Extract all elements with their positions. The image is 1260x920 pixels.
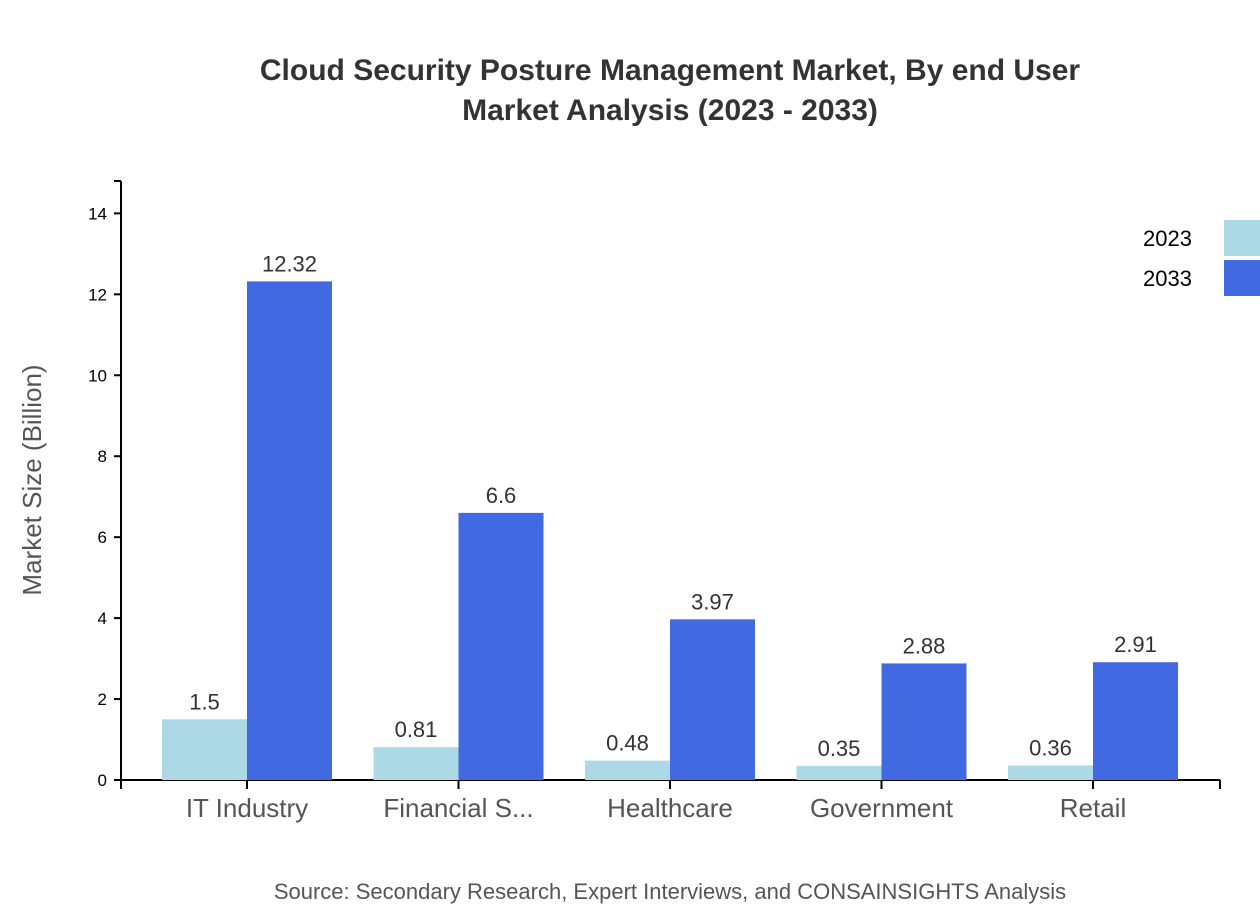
chart-title-line-1: Cloud Security Posture Management Market… — [260, 54, 1081, 87]
y-tick-label: 0 — [98, 771, 107, 790]
x-tick-label: Government — [810, 793, 954, 823]
bar-2023[interactable] — [373, 747, 459, 780]
bar-2033[interactable] — [247, 281, 332, 780]
source-note: Source: Secondary Research, Expert Inter… — [274, 879, 1066, 904]
y-tick-label: 8 — [98, 447, 107, 466]
bar-2033[interactable] — [670, 619, 755, 780]
y-axis-label: Market Size (Billion) — [17, 364, 47, 595]
x-tick-label: Retail — [1060, 793, 1126, 823]
data-label: 6.6 — [486, 483, 517, 508]
data-label: 2.91 — [1114, 632, 1157, 657]
data-label: 0.35 — [818, 736, 861, 761]
data-label: 0.48 — [606, 731, 649, 756]
y-tick-label: 2 — [98, 690, 107, 709]
y-tick-label: 10 — [88, 366, 107, 385]
legend-label: 2033 — [1143, 266, 1192, 291]
data-label: 12.32 — [262, 251, 317, 276]
data-label: 0.36 — [1029, 735, 1072, 760]
x-tick-label: Healthcare — [607, 793, 733, 823]
data-label: 3.97 — [691, 589, 734, 614]
bar-2033[interactable] — [458, 512, 544, 780]
x-tick-label: Financial S... — [383, 793, 533, 823]
y-tick-label: 6 — [98, 528, 107, 547]
bar-2023[interactable] — [796, 765, 882, 780]
y-tick-label: 14 — [88, 204, 107, 223]
data-label: 2.88 — [903, 633, 946, 658]
legend-swatch-2023 — [1224, 220, 1260, 256]
x-tick-label: IT Industry — [186, 793, 308, 823]
chart-title-line-2: Market Analysis (2023 - 2033) — [462, 94, 878, 127]
legend-swatch-2033 — [1224, 260, 1260, 296]
y-tick-label: 4 — [98, 609, 107, 628]
bar-2023[interactable] — [585, 760, 670, 780]
bar-2023[interactable] — [162, 719, 247, 780]
legend-label: 2023 — [1143, 226, 1192, 251]
bar-2023[interactable] — [1008, 765, 1093, 780]
bar-2033[interactable] — [881, 663, 967, 780]
y-tick-label: 12 — [88, 285, 107, 304]
data-label: 1.5 — [189, 689, 220, 714]
bar-2033[interactable] — [1093, 662, 1178, 780]
data-label: 0.81 — [395, 717, 438, 742]
